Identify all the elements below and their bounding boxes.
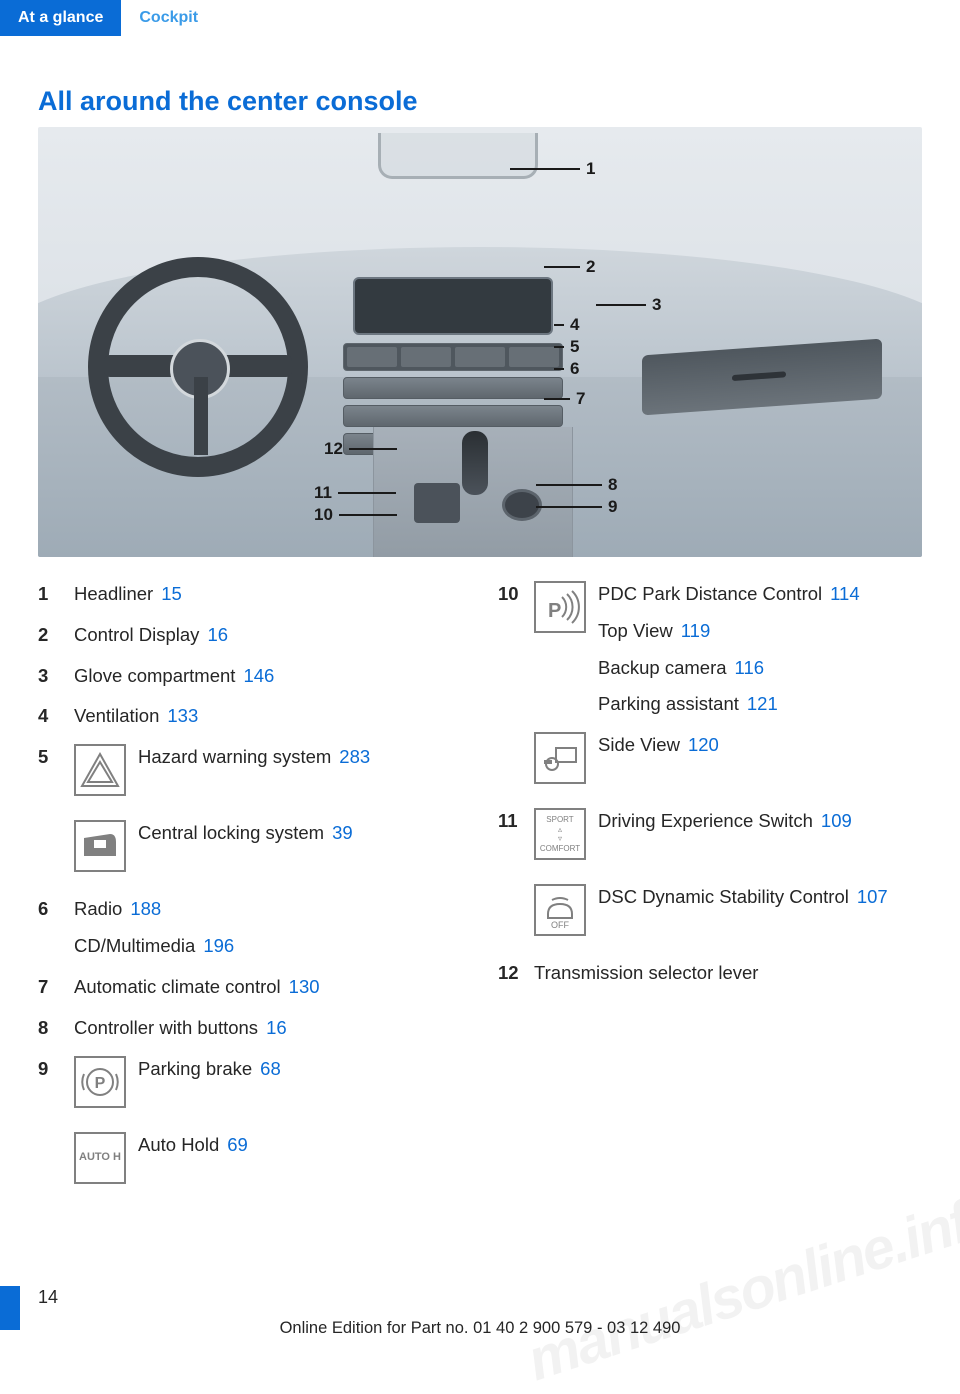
legend-item-4: 4 Ventilation133 [38,703,462,730]
page-ref[interactable]: 283 [339,746,370,767]
header: At a glance Cockpit [0,0,960,36]
section-title: All around the center console [38,86,922,117]
legend-item-3: 3 Glove compartment146 [38,663,462,690]
legend-item-7: 7 Automatic climate control130 [38,974,462,1001]
legend-item-5a: 5 Hazard warning system283 [38,744,462,806]
callout-12: 12 [324,439,397,459]
page-ref[interactable]: 69 [227,1134,248,1155]
callout-4: 4 [554,315,579,335]
callout-8: 8 [536,475,617,495]
central-lock-icon [74,820,126,872]
svg-text:OFF: OFF [551,920,569,930]
header-tab: At a glance [0,0,121,36]
page-ref[interactable]: 15 [161,583,182,604]
callout-3: 3 [596,295,661,315]
legend-item-10: 10 P PDC Park Distance Control114 Top Vi… [498,581,922,718]
legend-item-11b: OFF DSC Dynamic Stability Con­trol107 [498,884,922,946]
page-ref[interactable]: 121 [747,693,778,714]
page-ref[interactable]: 146 [243,665,274,686]
page-ref[interactable]: 107 [857,886,888,907]
legend-columns: 1 Headliner15 2 Control Display16 3 Glov… [38,581,922,1208]
page-ref[interactable]: 16 [266,1017,287,1038]
legend-item-11a: 11 SPORT▵▿COMFORT Driving Experience Swi… [498,808,922,870]
footer-text: Online Edition for Part no. 01 40 2 900 … [0,1319,960,1338]
callout-1: 1 [510,159,595,179]
callout-2: 2 [544,257,595,277]
legend-item-6: 6 Radio188 CD/Multimedia196 [38,896,462,960]
page-ref[interactable]: 114 [830,583,860,604]
page-ref[interactable]: 109 [821,810,852,831]
callout-10: 10 [314,505,397,525]
page-ref[interactable]: 188 [130,898,161,919]
page-ref[interactable]: 68 [260,1058,281,1079]
legend-item-10b: Side View120 [498,732,922,794]
page-ref[interactable]: 133 [167,705,198,726]
legend-col-right: 10 P PDC Park Distance Control114 Top Vi… [498,581,922,1208]
hazard-icon [74,744,126,796]
side-view-icon [534,732,586,784]
svg-text:P: P [95,1075,106,1092]
page-ref[interactable]: 119 [681,620,711,641]
page-number: 14 [38,1287,58,1308]
legend-item-9b: AUTO H Auto Hold69 [38,1132,462,1194]
driving-experience-icon: SPORT▵▿COMFORT [534,808,586,860]
page-ref[interactable]: 130 [289,976,320,997]
callout-5: 5 [554,337,579,357]
center-console-illustration: 1 2 3 4 5 6 7 8 9 10 11 12 [38,127,922,557]
legend-item-1: 1 Headliner15 [38,581,462,608]
legend-item-5b: Central locking system39 [38,820,462,882]
page-ref[interactable]: 39 [332,822,353,843]
callout-6: 6 [554,359,579,379]
legend-col-left: 1 Headliner15 2 Control Display16 3 Glov… [38,581,462,1208]
callout-9: 9 [536,497,617,517]
page-ref[interactable]: 16 [207,624,228,645]
legend-item-12: 12 Transmission selector lever [498,960,922,987]
auto-hold-icon: AUTO H [74,1132,126,1184]
dsc-off-icon: OFF [534,884,586,936]
legend-item-2: 2 Control Display16 [38,622,462,649]
page-ref[interactable]: 116 [735,657,765,678]
legend-item-8: 8 Controller with buttons16 [38,1015,462,1042]
parking-brake-icon: P [74,1056,126,1108]
legend-item-9a: 9 P Parking brake68 [38,1056,462,1118]
page-ref[interactable]: 120 [688,734,719,755]
svg-text:P: P [548,600,561,622]
callout-7: 7 [544,389,585,409]
callout-11: 11 [314,483,396,503]
header-subtab: Cockpit [121,0,216,36]
pdc-icon: P [534,581,586,633]
page-body: All around the center console 1 2 3 4 5 … [0,36,960,1208]
page-ref[interactable]: 196 [203,935,234,956]
